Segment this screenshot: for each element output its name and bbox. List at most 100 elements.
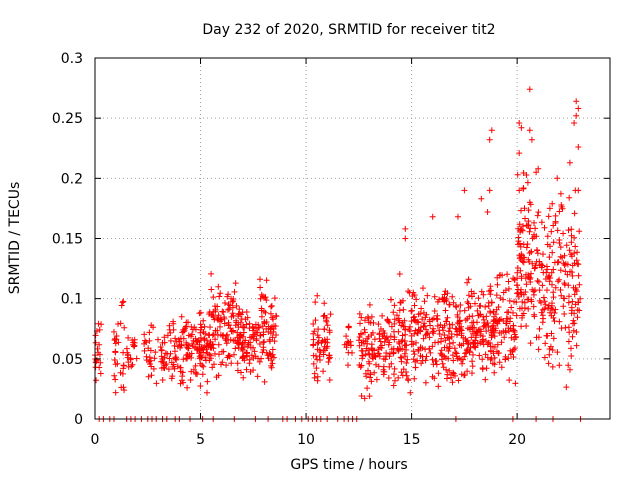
data-point xyxy=(450,299,457,306)
data-point xyxy=(550,335,557,342)
data-point xyxy=(271,295,278,302)
data-point xyxy=(524,296,531,303)
data-point xyxy=(404,356,411,363)
data-point xyxy=(420,323,427,330)
data-point xyxy=(452,372,458,379)
data-point xyxy=(431,293,438,300)
data-point xyxy=(431,308,438,314)
data-point xyxy=(178,342,185,349)
data-point xyxy=(488,127,495,134)
data-point xyxy=(210,331,217,338)
data-point xyxy=(561,280,568,287)
data-point xyxy=(547,309,553,316)
data-point xyxy=(188,354,195,361)
data-point xyxy=(568,353,575,359)
data-point xyxy=(507,351,514,358)
data-point xyxy=(345,362,351,369)
data-point xyxy=(485,303,492,309)
data-point xyxy=(571,260,578,267)
data-point xyxy=(355,337,362,344)
data-point xyxy=(531,313,538,320)
data-point xyxy=(429,373,436,380)
data-point xyxy=(576,228,583,235)
data-point xyxy=(120,362,127,369)
data-point xyxy=(184,384,191,391)
data-point xyxy=(550,289,557,296)
data-point xyxy=(171,365,178,372)
data-point xyxy=(368,378,375,385)
data-point xyxy=(112,376,119,383)
data-point xyxy=(366,393,373,400)
data-point xyxy=(233,302,240,309)
data-point xyxy=(451,345,458,352)
data-point xyxy=(420,335,427,342)
data-point xyxy=(225,336,232,343)
data-point xyxy=(225,319,232,326)
data-point xyxy=(571,291,578,298)
data-point xyxy=(497,295,504,301)
data-point xyxy=(559,205,566,212)
data-point xyxy=(512,380,519,387)
data-point xyxy=(531,231,537,238)
data-point xyxy=(494,341,501,348)
data-point xyxy=(196,310,203,317)
data-point xyxy=(256,341,263,347)
x-tick-label: 20 xyxy=(508,432,526,448)
data-point xyxy=(257,284,264,291)
data-point xyxy=(519,258,526,265)
data-point xyxy=(566,159,573,166)
data-point xyxy=(253,337,260,344)
data-point xyxy=(445,355,452,362)
data-point xyxy=(568,345,574,352)
data-point xyxy=(513,299,520,306)
data-point xyxy=(554,227,561,234)
data-point xyxy=(513,312,520,319)
data-point xyxy=(526,127,533,134)
data-point xyxy=(440,364,447,371)
data-point xyxy=(179,373,186,380)
data-point xyxy=(242,316,249,323)
data-point xyxy=(523,172,530,178)
data-point xyxy=(241,339,248,346)
data-point xyxy=(487,283,494,290)
data-point xyxy=(343,333,350,340)
data-point xyxy=(383,353,390,360)
data-point xyxy=(376,335,383,342)
data-point xyxy=(575,187,582,194)
data-point xyxy=(482,303,489,310)
data-point xyxy=(494,281,501,288)
data-point xyxy=(263,325,270,332)
data-point xyxy=(358,314,365,321)
data-point xyxy=(368,345,375,352)
data-points xyxy=(92,86,584,422)
data-point xyxy=(540,315,547,322)
data-point xyxy=(506,297,513,304)
data-point xyxy=(391,302,398,309)
data-point xyxy=(557,244,564,251)
data-point xyxy=(568,226,575,233)
data-point xyxy=(269,351,276,358)
x-axis-label: GPS time / hours xyxy=(290,457,407,473)
data-point xyxy=(519,312,526,319)
data-point xyxy=(483,365,490,372)
data-point xyxy=(544,305,551,312)
data-point xyxy=(158,347,165,354)
data-point xyxy=(523,281,530,288)
data-point xyxy=(376,353,383,360)
data-point xyxy=(141,331,148,338)
data-point xyxy=(214,315,221,322)
data-point xyxy=(391,371,397,378)
data-point xyxy=(434,322,441,329)
data-point xyxy=(568,232,575,239)
data-point xyxy=(380,366,387,373)
data-point xyxy=(433,358,440,364)
data-point xyxy=(546,351,553,358)
data-point xyxy=(528,248,535,255)
data-point xyxy=(395,374,402,381)
data-point xyxy=(542,340,549,347)
data-point xyxy=(361,395,368,402)
data-point xyxy=(148,372,155,379)
data-point xyxy=(396,307,403,314)
data-point xyxy=(172,355,179,362)
data-point xyxy=(147,361,153,367)
